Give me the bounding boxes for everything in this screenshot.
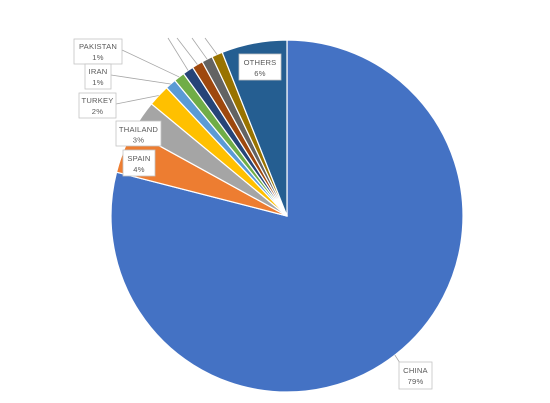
data-label-pakistan: PAKISTAN 1%	[73, 38, 123, 65]
data-label-category: TURKEY	[81, 96, 113, 105]
data-label-box	[398, 361, 433, 390]
data-label-box	[84, 63, 112, 90]
data-label-category: IRAN	[89, 67, 108, 76]
data-label-category: PAKISTAN	[79, 42, 117, 51]
data-label-iran: IRAN 1%	[84, 63, 112, 90]
data-label-value: 2%	[92, 107, 103, 116]
data-label-box	[122, 149, 156, 177]
data-label-value: 1%	[92, 53, 103, 62]
pie-slice-china	[110, 39, 464, 393]
leader-line-turkey	[115, 95, 159, 105]
data-label-category: SPAIN	[127, 154, 150, 163]
data-label-category: OTHERS	[244, 58, 277, 67]
leader-line-unlabeled-9	[191, 37, 208, 60]
data-label-box	[238, 53, 282, 81]
data-label-value: 1%	[92, 78, 103, 87]
data-label-box	[115, 120, 162, 147]
leader-line-pakistan	[121, 49, 180, 78]
data-label-value: 3%	[133, 136, 144, 145]
leader-line-unlabeled-8	[176, 37, 198, 65]
data-label-thailand: THAILAND 3%	[115, 120, 162, 147]
leader-line-unlabeled-10	[204, 37, 218, 55]
data-label-value: 6%	[254, 69, 265, 78]
data-label-category: THAILAND	[119, 125, 158, 134]
data-label-china: CHINA 79%	[398, 361, 433, 390]
data-label-category: CHINA	[403, 366, 428, 375]
data-label-spain: SPAIN 4%	[122, 149, 156, 177]
leader-line-unlabeled-7	[167, 37, 189, 71]
data-label-turkey: TURKEY 2%	[78, 92, 117, 119]
pie-slice-others	[221, 39, 288, 217]
data-label-others: OTHERS 6%	[238, 53, 282, 81]
data-labels: PAKISTAN 1% IRAN 1% TURKEY 2% THAILAND 3…	[73, 38, 433, 390]
pie-slices	[110, 39, 464, 393]
leader-line-iran	[110, 74, 171, 85]
data-label-box	[78, 92, 117, 119]
data-label-box	[73, 38, 123, 65]
data-label-value: 79%	[408, 377, 424, 386]
data-label-value: 4%	[133, 165, 144, 174]
